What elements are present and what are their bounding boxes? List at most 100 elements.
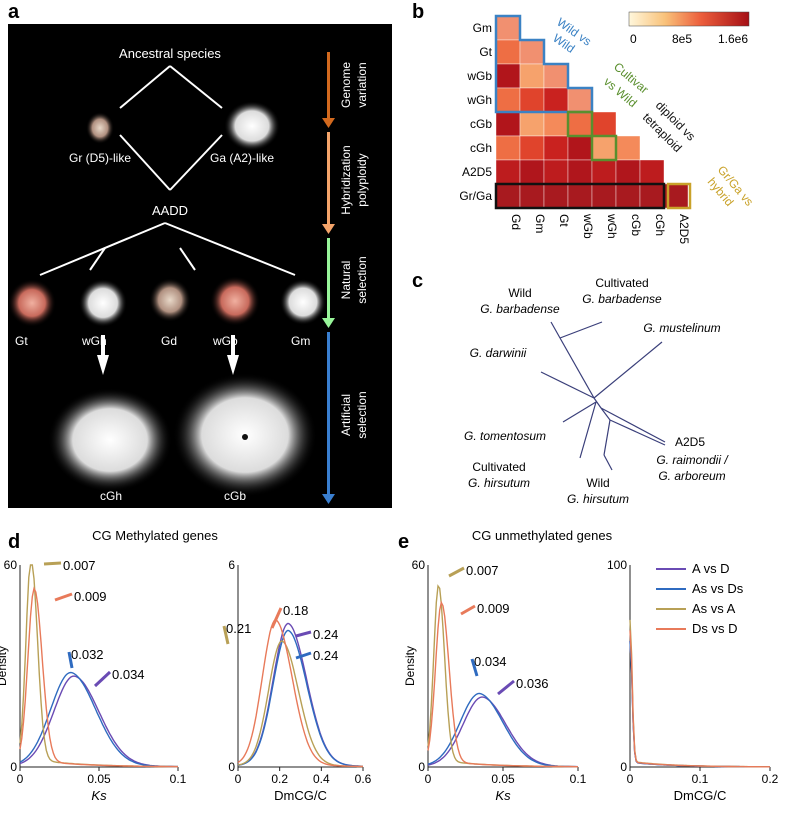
heatmap-cell (567, 87, 593, 113)
box-cultivar-2 (590, 134, 618, 162)
series-line (427, 600, 578, 768)
series-line (19, 675, 178, 768)
panel-e-title: CG unmethylated genes (472, 528, 613, 543)
heatmap-cell (495, 111, 521, 137)
peak-annotation: 0.034 (474, 654, 507, 669)
peak-arrow-icon (43, 561, 62, 566)
peak-annotation: 0.009 (477, 601, 510, 616)
heatmap-cell (543, 111, 569, 137)
heatmap-row-label: Gt (479, 45, 492, 59)
y-tick-label: 100 (607, 558, 627, 572)
heatmap-row-label: cGb (470, 117, 492, 131)
gr-label: Gr (D5)-like (69, 151, 131, 165)
peak-arrow-icon (470, 658, 479, 677)
label-wild-gh-2: G. hirsutum (567, 492, 629, 506)
legend: A vs D As vs Ds As vs A Ds vs D (656, 561, 744, 636)
heatmap-col-label: A2D5 (677, 214, 691, 244)
heatmap-cell (495, 15, 521, 41)
label-cult-gh-1: Cultivated (472, 460, 525, 474)
stage-3-line2: selection (355, 256, 369, 303)
panel-letter-a: a (8, 1, 20, 23)
heatmap-row-label: cGh (470, 141, 492, 155)
heatmap-cell (543, 135, 569, 161)
heatmap-cell (615, 183, 641, 209)
species-wgh: wGh (81, 334, 107, 348)
heatmap-row-label: Gr/Ga (459, 189, 492, 203)
stage-2-line1: Hybridization (339, 145, 353, 214)
heatmap-cell (519, 39, 545, 65)
species-gt: Gt (15, 334, 28, 348)
ga-label: Ga (A2)-like (210, 151, 274, 165)
x-axis-label: Ks (495, 788, 511, 803)
heatmap-row-label: wGb (466, 69, 492, 83)
panel-letter-c: c (412, 270, 423, 292)
series-line (19, 586, 178, 768)
heatmap-cell (567, 159, 593, 185)
x-tick-label: 0.1 (170, 772, 187, 786)
y-tick-label: 0 (228, 760, 235, 774)
label-a2d5: A2D5 (675, 435, 705, 449)
stage-2-line2: polyploidy (355, 153, 369, 206)
series-line (427, 692, 578, 768)
label-wild-gb-1: Wild (508, 286, 531, 300)
y-axis-label: Density (403, 646, 417, 686)
series-line (237, 619, 364, 768)
y-tick-label: 0 (620, 760, 627, 774)
phylo-tree (540, 321, 666, 471)
label-tomentosum: G. tomentosum (464, 429, 546, 443)
x-tick-label: 0.2 (762, 772, 779, 786)
box-cultivar-1 (566, 110, 594, 138)
heatmap-col-label: cGb (629, 214, 643, 236)
cotton-cgh-image (48, 388, 172, 492)
x-axis-label: Ks (91, 788, 107, 803)
heatmap-cell (543, 63, 569, 89)
heatmap-cell (615, 159, 641, 185)
legend-label-as-vs-ds: As vs Ds (692, 581, 744, 596)
series-line (629, 640, 770, 768)
heatmap-col-label: wGh (605, 213, 619, 239)
peak-annotation: 0.009 (74, 589, 107, 604)
heatmap-cell (615, 135, 641, 161)
heatmap-cell (519, 159, 545, 185)
label-cult-gb-2: G. barbadense (582, 292, 662, 306)
y-tick-label: 6 (228, 558, 235, 572)
heatmap-col-label: Gd (509, 214, 523, 230)
arrow-cgb (227, 355, 239, 375)
y-axis-label: Density (0, 646, 9, 686)
x-tick-label: 0.1 (570, 772, 587, 786)
label-mustelinum: G. mustelinum (643, 321, 720, 335)
legend-label-as-vs-a: As vs A (692, 601, 736, 616)
panel-letter-e: e (398, 531, 409, 553)
colorbar-mid: 8e5 (672, 32, 692, 46)
heatmap-cell (543, 159, 569, 185)
heatmap-cell (519, 87, 545, 113)
panel-letter-d: d (8, 531, 20, 553)
peak-arrow-icon (222, 625, 230, 645)
peak-annotation: 0.18 (283, 603, 308, 618)
peak-arrow-icon (460, 604, 476, 616)
panel-d-title: CG Methylated genes (92, 528, 218, 543)
heatmap-cell (495, 87, 521, 113)
peak-arrow-icon (295, 630, 312, 638)
box-gr-ga (494, 182, 666, 210)
x-tick-label: 0.2 (271, 772, 288, 786)
heatmap-col-label: wGb (581, 213, 595, 239)
density-chart: 0 60 0 0.05 0.1 Ks Density (0, 558, 187, 803)
ancestral-species-label: Ancestral species (119, 46, 221, 61)
colorbar-max: 1.6e6 (718, 32, 748, 46)
heatmap-cell (591, 135, 617, 161)
arrow-cgh (97, 355, 109, 375)
heatmap-col-label: Gm (533, 214, 547, 233)
density-chart: 0 100 0 0.1 0.2 DmCG/C (607, 558, 779, 803)
peak-annotation: 0.007 (63, 558, 96, 573)
peak-annotation: 0.034 (112, 667, 145, 682)
cotton-wgh-image (79, 279, 127, 327)
x-tick-label: 0 (627, 772, 634, 786)
peak-arrow-icon (54, 592, 73, 602)
peak-annotation: 0.007 (466, 563, 499, 578)
y-tick-label: 60 (4, 558, 18, 572)
peak-annotation: 0.24 (313, 648, 338, 663)
peak-annotation: 0.036 (516, 676, 549, 691)
x-axis-label: DmCG/C (674, 788, 727, 803)
heatmap-col-label: Gt (557, 214, 571, 227)
